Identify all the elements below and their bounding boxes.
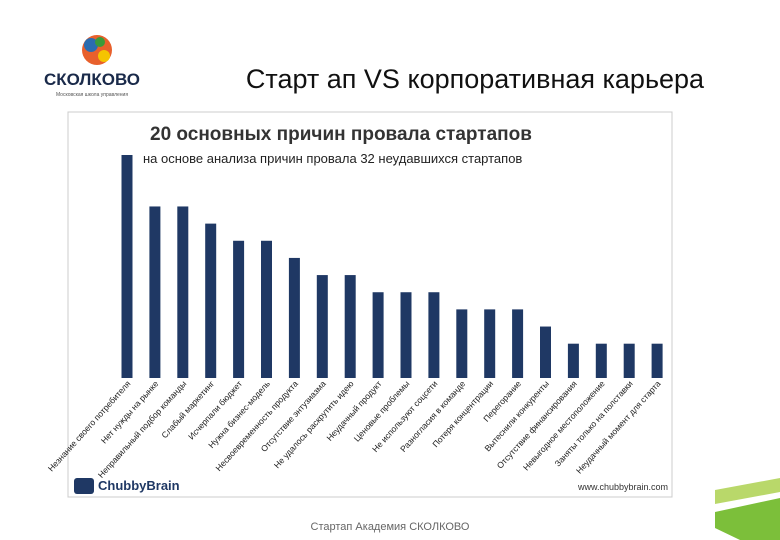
bar bbox=[261, 240, 272, 378]
bar bbox=[316, 275, 328, 378]
logo-text: СКОЛКОВО bbox=[44, 70, 140, 89]
source: ChubbyBrain bbox=[98, 478, 180, 493]
bar bbox=[205, 223, 217, 378]
bar bbox=[344, 275, 356, 378]
bar bbox=[595, 343, 607, 378]
bar bbox=[400, 292, 412, 378]
decoration bbox=[715, 478, 780, 504]
bar bbox=[651, 343, 663, 378]
slide-title: Старт ап VS корпоративная карьера bbox=[246, 64, 705, 94]
bar bbox=[149, 206, 161, 378]
logo-mark bbox=[95, 37, 105, 47]
bar bbox=[484, 309, 496, 378]
logo-mark bbox=[84, 38, 98, 52]
bar bbox=[121, 155, 133, 378]
bar bbox=[567, 343, 579, 378]
bar bbox=[288, 257, 300, 378]
bar bbox=[428, 292, 440, 378]
chart-subtitle: на основе анализа причин провала 32 неуд… bbox=[143, 151, 522, 166]
chart-title: 20 основных причин провала стартапов bbox=[150, 124, 532, 145]
logo-tagline: Московская школа управления bbox=[56, 92, 128, 98]
bar bbox=[372, 292, 384, 378]
source-icon bbox=[74, 478, 94, 494]
footer: Стартап Академия СКОЛКОВО bbox=[311, 521, 470, 533]
decoration bbox=[715, 498, 780, 540]
bar bbox=[512, 309, 524, 378]
bar bbox=[456, 309, 468, 378]
bar bbox=[177, 206, 189, 378]
bar bbox=[623, 343, 635, 378]
chart-frame bbox=[67, 111, 673, 498]
bar bbox=[233, 240, 245, 378]
bar bbox=[540, 326, 551, 378]
source-url: www.chubbybrain.com bbox=[577, 482, 668, 492]
logo-mark bbox=[98, 50, 110, 62]
